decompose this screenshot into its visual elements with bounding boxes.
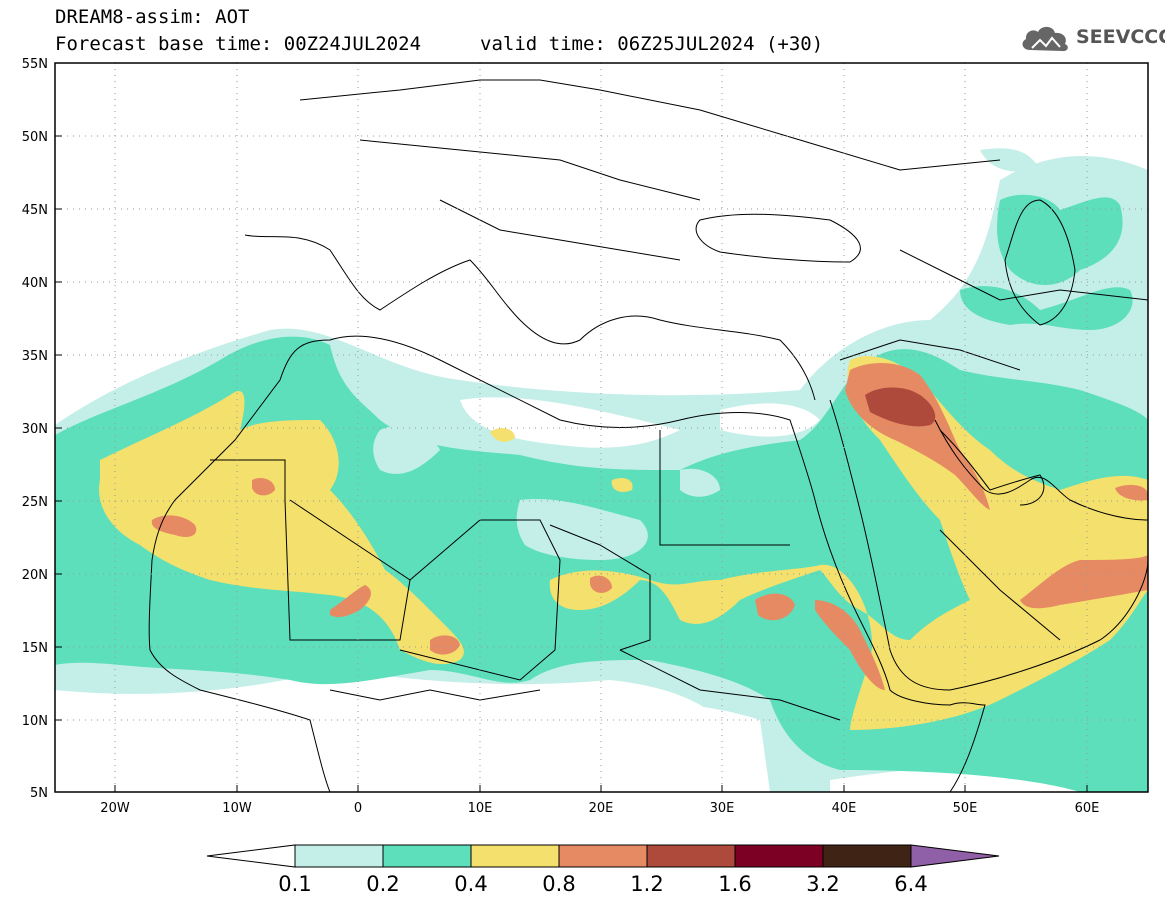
aot-level-0.1-islands (373, 426, 720, 560)
colorbar-arrow-high (910, 844, 1000, 868)
aot-level-1.2 (865, 387, 936, 427)
colorbar-label: 0.1 (278, 872, 311, 896)
colorbar-arrow-low (206, 844, 296, 868)
colorbar-label: 0.4 (454, 872, 487, 896)
colorbar-swatch (294, 844, 384, 868)
lon-label: 60E (1075, 801, 1100, 816)
lat-label: 5N (30, 786, 48, 801)
lon-label: 40E (832, 801, 857, 816)
longitude-labels: 20W 10W 0 10E 20E 30E 40E 50E 60E (100, 801, 1099, 816)
colorbar-label: 3.2 (806, 872, 839, 896)
graticule (55, 63, 1148, 792)
coastlines (148, 79, 1148, 792)
colorbar-label: 1.2 (630, 872, 663, 896)
logo-text: SEEVCCC (1076, 26, 1165, 48)
lat-label: 30N (22, 422, 48, 437)
lat-label: 25N (22, 495, 48, 510)
colorbar-swatch (470, 844, 560, 868)
colorbar-swatch (646, 844, 736, 868)
aot-field (55, 63, 1148, 792)
latitude-labels: 55N 50N 45N 40N 35N 30N 25N 20N 15N 10N … (22, 57, 48, 801)
lon-label: 20E (589, 801, 614, 816)
cloud-icon (1022, 26, 1068, 52)
lon-label: 50E (953, 801, 978, 816)
valid-time-label: valid time: 06Z25JUL2024 (+30) (480, 33, 824, 55)
lat-label: 10N (22, 714, 48, 729)
lon-label: 30E (710, 801, 735, 816)
colorbar-swatch (734, 844, 824, 868)
chart-title: DREAM8-assim: AOT (55, 6, 250, 28)
colorbar-label: 6.4 (894, 872, 927, 896)
colorbar-swatch (382, 844, 472, 868)
lat-label: 50N (22, 130, 48, 145)
seevccc-logo: SEEVCCC (1018, 22, 1165, 58)
lon-label: 10W (222, 801, 252, 816)
lat-label: 40N (22, 276, 48, 291)
aot-level-0.4 (99, 356, 1148, 730)
lat-label: 15N (22, 641, 48, 656)
base-time-label: Forecast base time: 00Z24JUL2024 (55, 33, 422, 55)
lat-label: 55N (22, 57, 48, 72)
lat-label: 45N (22, 203, 48, 218)
axis-ticks (55, 135, 1088, 792)
lon-label: 0 (354, 801, 362, 816)
colorbar-label: 1.6 (718, 872, 751, 896)
colorbar-label: 0.2 (366, 872, 399, 896)
colorbar-swatch (822, 844, 912, 868)
lon-label: 10E (468, 801, 493, 816)
lon-label: 20W (100, 801, 130, 816)
colorbar-label: 0.8 (542, 872, 575, 896)
colorbar-swatch (558, 844, 648, 868)
lat-label: 35N (22, 349, 48, 364)
colorbar: 0.1 0.2 0.4 0.8 1.2 1.6 3.2 6.4 (206, 844, 1000, 896)
lat-label: 20N (22, 568, 48, 583)
